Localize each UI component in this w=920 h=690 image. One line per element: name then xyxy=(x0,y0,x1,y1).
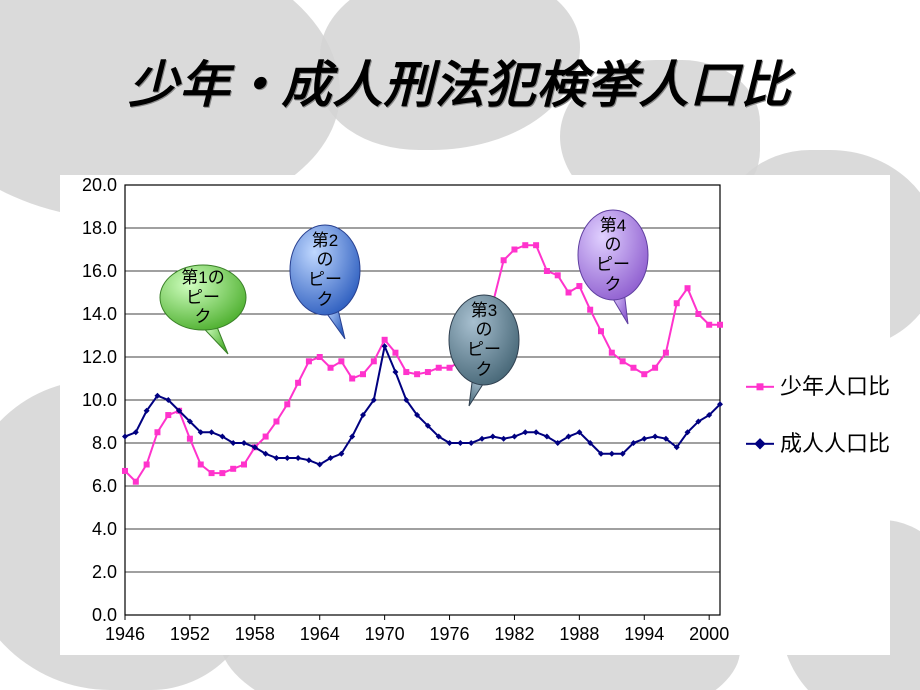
svg-text:1988: 1988 xyxy=(559,624,599,644)
svg-text:1982: 1982 xyxy=(494,624,534,644)
svg-text:4.0: 4.0 xyxy=(92,519,117,539)
svg-text:16.0: 16.0 xyxy=(82,261,117,281)
svg-text:12.0: 12.0 xyxy=(82,347,117,367)
legend-item-juvenile: 少年人口比 xyxy=(746,358,890,415)
chart-area: 0.0 2.0 4.0 6.0 8.0 10.0 12.0 14.0 16.0 18.0 20.0 1… xyxy=(60,175,890,655)
svg-text:1946: 1946 xyxy=(105,624,145,644)
svg-text:1964: 1964 xyxy=(300,624,340,644)
svg-text:1952: 1952 xyxy=(170,624,210,644)
svg-text:6.0: 6.0 xyxy=(92,476,117,496)
svg-text:2000: 2000 xyxy=(689,624,729,644)
svg-text:20.0: 20.0 xyxy=(82,175,117,195)
slide: 少年・成人刑法犯検挙人口比 0.0 2.0 4.0 6.0 8.0 10.0 12.0 14.… xyxy=(0,0,920,690)
svg-text:18.0: 18.0 xyxy=(82,218,117,238)
svg-text:10.0: 10.0 xyxy=(82,390,117,410)
svg-text:1994: 1994 xyxy=(624,624,664,644)
legend: 少年人口比 成人人口比 xyxy=(746,358,890,472)
svg-text:14.0: 14.0 xyxy=(82,304,117,324)
legend-label-juvenile: 少年人口比 xyxy=(780,358,890,415)
page-title: 少年・成人刑法犯検挙人口比 xyxy=(0,45,920,117)
svg-text:2.0: 2.0 xyxy=(92,562,117,582)
legend-item-adult: 成人人口比 xyxy=(746,415,890,472)
svg-text:1958: 1958 xyxy=(235,624,275,644)
legend-swatch-adult xyxy=(746,443,774,445)
svg-text:1970: 1970 xyxy=(365,624,405,644)
legend-swatch-juvenile xyxy=(746,385,774,387)
svg-text:0.0: 0.0 xyxy=(92,605,117,625)
legend-label-adult: 成人人口比 xyxy=(780,415,890,472)
svg-text:1976: 1976 xyxy=(430,624,470,644)
svg-text:8.0: 8.0 xyxy=(92,433,117,453)
